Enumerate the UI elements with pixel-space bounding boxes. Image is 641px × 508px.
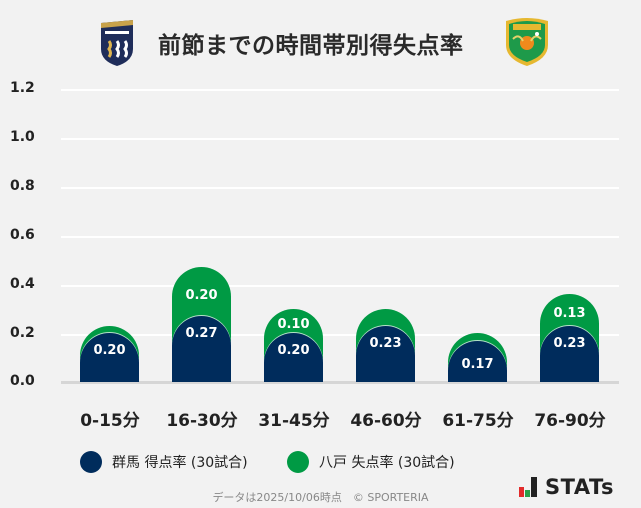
bar-value-label: 0.27 xyxy=(185,326,218,342)
legend-label: 群馬 得点率 (30試合) xyxy=(112,455,248,471)
gridline xyxy=(61,285,619,287)
bar-value-label: 0.13 xyxy=(553,306,586,322)
bar-value-label: 0.20 xyxy=(277,343,310,359)
bar-value-label: 0.17 xyxy=(461,357,494,373)
stats-brand: STATs xyxy=(545,475,614,499)
bar-value-label: 0.20 xyxy=(185,287,218,303)
x-tick: 31-45分 xyxy=(258,411,330,431)
gridline xyxy=(61,187,619,189)
gridline xyxy=(61,334,619,336)
bar-segment-gunma xyxy=(356,325,415,382)
legend-dot-navy-icon xyxy=(80,451,102,473)
y-tick: 1.0 xyxy=(10,129,35,145)
bar-value-label: 0.20 xyxy=(93,343,126,359)
gridline xyxy=(61,138,619,140)
y-tick: 0.0 xyxy=(10,373,35,389)
y-tick: 0.2 xyxy=(10,325,35,341)
stats-bars-icon xyxy=(519,477,537,497)
bar-value-label: 0.23 xyxy=(369,335,402,351)
legend-item-hachinohe: 八戸 失点率 (30試合) xyxy=(287,449,455,475)
x-tick: 46-60分 xyxy=(350,411,422,431)
bar-value-label: 0.10 xyxy=(277,317,310,332)
x-axis-line xyxy=(61,381,619,384)
x-tick: 0-15分 xyxy=(80,411,140,431)
chart-title: 前節までの時間帯別得失点率 xyxy=(158,33,464,59)
vanraure-hachinohe-crest-icon xyxy=(503,15,551,67)
bar-value-label: 0.23 xyxy=(553,335,586,351)
x-tick: 61-75分 xyxy=(442,411,514,431)
footer-note: データは2025/10/06時点 © SPORTERIA xyxy=(212,491,429,504)
legend-label: 八戸 失点率 (30試合) xyxy=(319,455,455,471)
x-tick: 16-30分 xyxy=(166,411,238,431)
bar-segment-gunma xyxy=(172,316,231,382)
chart-header: 前節までの時間帯別得失点率 xyxy=(0,0,641,80)
bar-segment-gunma xyxy=(80,333,139,382)
x-tick: 76-90分 xyxy=(534,411,606,431)
legend-dot-green-icon xyxy=(287,451,309,473)
y-tick: 1.2 xyxy=(10,80,35,96)
bar-segment-gunma xyxy=(540,325,599,382)
legend-item-gunma: 群馬 得点率 (30試合) xyxy=(80,449,248,475)
y-tick: 0.6 xyxy=(10,227,35,243)
y-tick: 0.8 xyxy=(10,178,35,194)
stats-logo: STATs xyxy=(519,475,614,499)
gridline xyxy=(61,236,619,238)
gunma-crest-icon xyxy=(99,19,135,67)
bar-segment-gunma xyxy=(264,333,323,382)
y-tick: 0.4 xyxy=(10,276,35,292)
gridline xyxy=(61,89,619,91)
